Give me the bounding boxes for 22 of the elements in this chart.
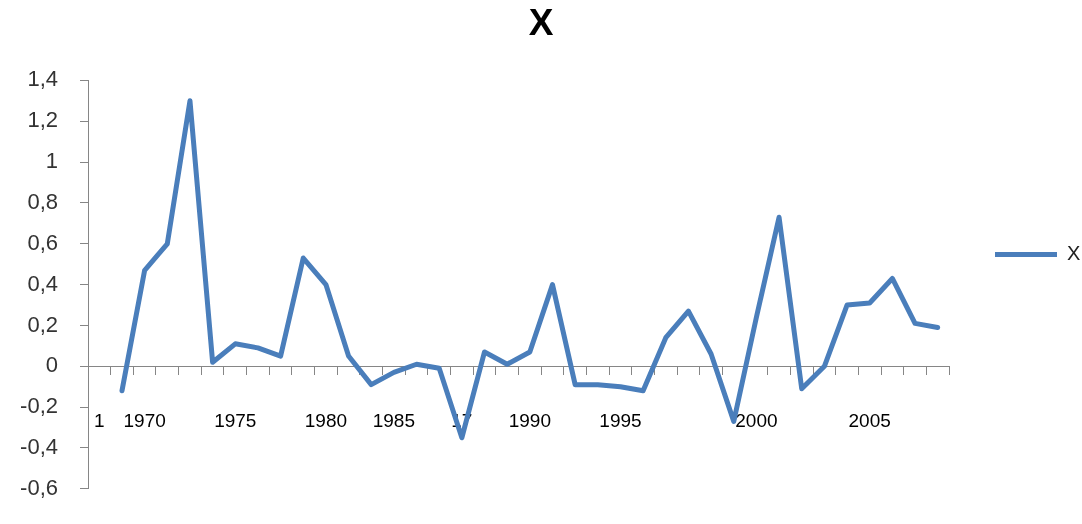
y-tick-label: 0,8 (27, 188, 58, 214)
y-tick-label: -0,2 (20, 393, 58, 419)
y-tick-label: 1,4 (27, 66, 58, 92)
x-tick-label: 2000 (735, 409, 778, 431)
y-tick-label: -0,4 (20, 434, 58, 460)
x-tick-label: 1990 (508, 409, 551, 431)
y-tick-label: 0,6 (27, 229, 58, 255)
x-tick-label: 1 (94, 409, 105, 431)
x-tick-label: 1975 (214, 409, 257, 431)
y-tick-label: 0,4 (27, 270, 58, 296)
y-tick-label: 0,2 (27, 311, 58, 337)
x-tick-label: 1995 (599, 409, 642, 431)
y-tick-label: -0,6 (20, 474, 58, 500)
chart-title: X (528, 2, 554, 44)
y-tick-label: 1 (45, 148, 58, 174)
y-tick-label: 0 (45, 352, 58, 378)
x-tick-label: 2005 (848, 409, 891, 431)
y-tick-label: 1,2 (27, 107, 58, 133)
legend-label: X (1067, 242, 1081, 265)
x-tick-label: 1970 (123, 409, 166, 431)
x-tick-label: 1985 (372, 409, 416, 431)
x-tick-label: 1980 (304, 409, 348, 431)
